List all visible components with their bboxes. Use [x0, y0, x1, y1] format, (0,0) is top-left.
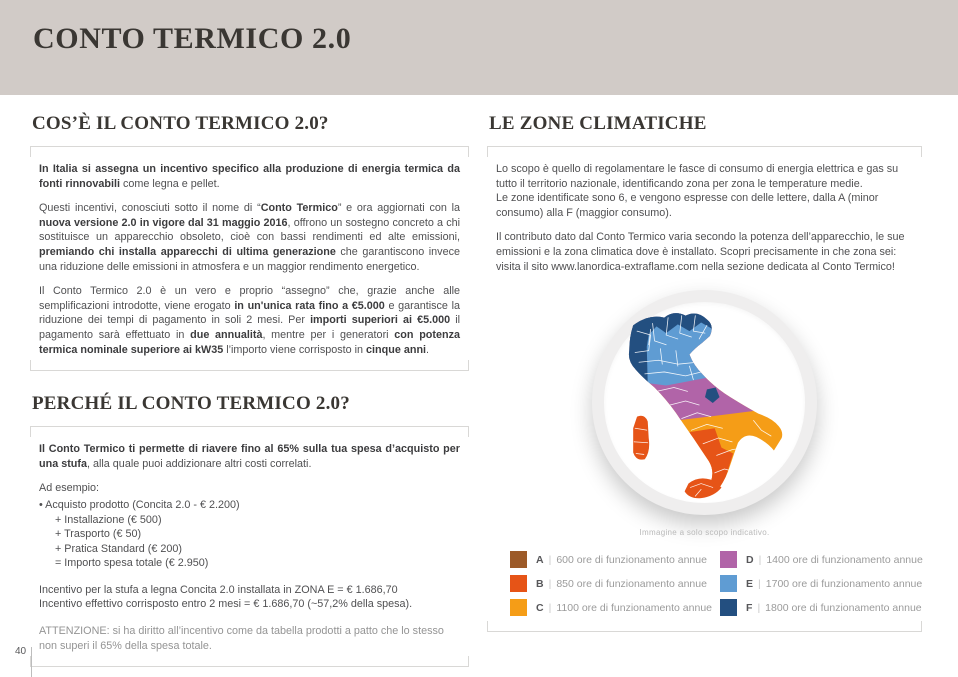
island-province-borders	[633, 427, 713, 497]
zone-letter: E	[746, 577, 754, 590]
legend-item: C | 1100 ore di funzionamento annue	[510, 599, 713, 617]
legend-item: E | 1700 ore di funzionamento annue	[720, 575, 923, 593]
warning-note: ATTENZIONE: si ha diritto all’incentivo …	[39, 625, 444, 652]
cost-example-list: • Acquisto prodotto (Concita 2.0 - € 2.2…	[39, 498, 460, 571]
zone-color-swatch	[510, 551, 527, 569]
incentive-summary: Incentivo per la stufa a legna Concita 2…	[39, 583, 460, 612]
zone-description: 600 ore di funzionamento annue	[556, 553, 707, 566]
zone-f-central-province	[704, 387, 720, 403]
cost-line: = Importo spesa totale (€ 2.950)	[55, 557, 209, 570]
legend-item: B | 850 ore di funzionamento annue	[510, 575, 712, 593]
legend-separator: |	[757, 601, 761, 614]
header-band	[0, 0, 958, 95]
zone-color-swatch	[720, 575, 738, 593]
legend-separator: |	[548, 601, 552, 614]
legend-separator: |	[758, 577, 761, 590]
italy-climate-map	[592, 290, 817, 516]
paragraph: In Italia si assegna un incentivo specif…	[39, 163, 460, 190]
zone-letter: A	[536, 553, 544, 566]
legend-item: D | 1400 ore di funzionamento annue	[720, 551, 923, 569]
zone-letter: C	[536, 601, 544, 614]
zone-color-swatch	[510, 575, 527, 593]
page-number: 40	[15, 646, 27, 657]
zone-letter: D	[746, 553, 754, 566]
zone-color-swatch	[720, 599, 738, 617]
cost-line: + Pratica Standard (€ 200)	[55, 542, 182, 555]
incentive-line: Incentivo effettivo corrisposto entro 2 …	[39, 598, 413, 611]
zone-description: 1100 ore di funzionamento annue	[556, 601, 713, 614]
map-caption: Immagine a solo scopo indicativo.	[639, 528, 770, 538]
zone-color-swatch	[510, 599, 527, 617]
legend-separator: |	[758, 553, 762, 566]
incentive-line: Incentivo per la stufa a legna Concita 2…	[39, 583, 398, 596]
legend-item: F | 1800 ore di funzionamento annue	[720, 599, 923, 617]
section-heading-why: PERCHÉ IL CONTO TERMICO 2.0?	[32, 393, 350, 415]
sicily-region	[684, 478, 721, 498]
paragraph: Il Conto Termico ti permette di riavere …	[39, 443, 460, 470]
cost-line: • Acquisto prodotto (Concita 2.0 - € 2.2…	[39, 498, 240, 511]
cost-line: + Installazione (€ 500)	[55, 513, 162, 526]
legend-separator: |	[548, 553, 552, 566]
zone-b-region	[688, 427, 733, 488]
paragraph: Il Conto Termico 2.0 è un vero e proprio…	[39, 285, 461, 356]
zone-f-region	[628, 312, 782, 384]
zone-letter: B	[536, 577, 544, 590]
footer-rule	[31, 647, 32, 677]
page-title: CONTO TERMICO 2.0	[33, 22, 352, 55]
text-panel-why: Il Conto Termico ti permette di riavere …	[30, 426, 469, 668]
right-column: LE ZONE CLIMATICHE Lo scopo è quello di …	[487, 113, 923, 633]
climate-legend: A | 600 ore di funzionamento annue B | 8…	[496, 551, 923, 618]
zone-description: 1800 ore di funzionamento annue	[765, 601, 922, 614]
cost-line: + Trasporto (€ 50)	[55, 528, 142, 541]
left-column: COS’È IL CONTO TERMICO 2.0? In Italia si…	[30, 113, 469, 668]
zone-description: 1700 ore di funzionamento annue	[765, 577, 923, 590]
zone-description: 1400 ore di funzionamento annue	[766, 553, 923, 566]
zone-color-swatch	[720, 551, 738, 569]
paragraph: Ad esempio:	[39, 482, 100, 495]
paragraph: Il contributo dato dal Conto Termico var…	[496, 231, 905, 273]
paragraph: Questi incentivi, conosciuti sotto il no…	[39, 202, 461, 273]
legend-item: A | 600 ore di funzionamento annue	[510, 551, 712, 569]
sardinia-region	[632, 415, 649, 460]
italy-map-wrap: Immagine a solo scopo indicativo.	[592, 290, 817, 537]
zone-description: 850 ore di funzionamento annue	[556, 577, 707, 590]
italy-map-svg	[628, 312, 782, 498]
climate-zones-panel: Lo scopo è quello di regolamentare le fa…	[487, 146, 923, 633]
legend-separator: |	[548, 577, 552, 590]
text-panel-what-is: In Italia si assegna un incentivo specif…	[30, 146, 469, 372]
section-heading-what-is: COS’È IL CONTO TERMICO 2.0?	[32, 113, 329, 134]
section-heading-climate-zones: LE ZONE CLIMATICHE	[489, 113, 707, 134]
province-borders	[634, 314, 771, 473]
paragraph: Lo scopo è quello di regolamentare le fa…	[496, 163, 899, 219]
zone-letter: F	[746, 601, 753, 614]
